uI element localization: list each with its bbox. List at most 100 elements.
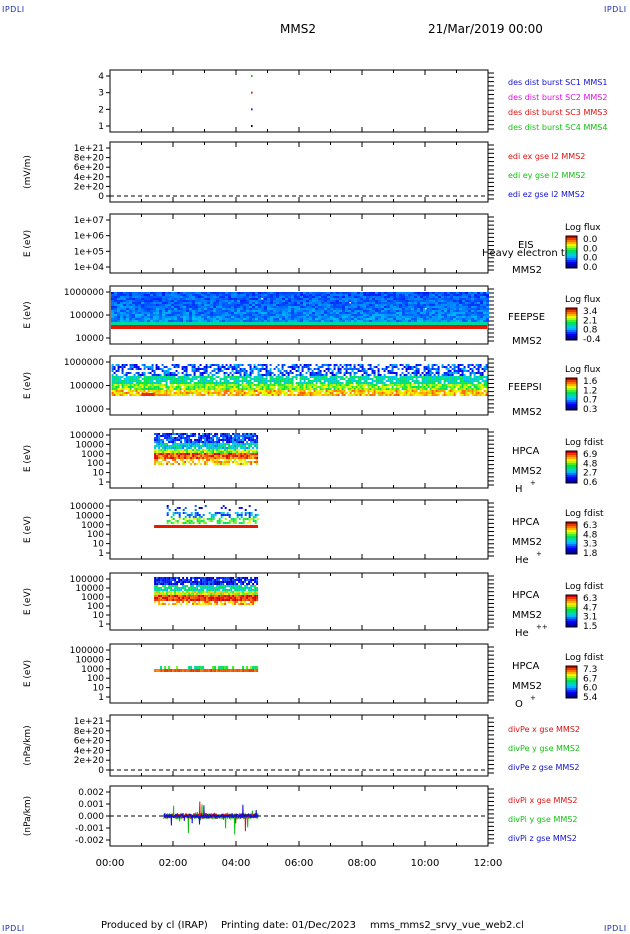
instrument-label: HPCA [512, 517, 540, 528]
colorbar-cell [566, 467, 577, 470]
colorbar-cell [566, 382, 577, 385]
colorbar-cell [566, 542, 577, 545]
colorbar-cell [566, 236, 577, 239]
colorbar-cell [566, 312, 577, 315]
colorbar-cell [566, 324, 577, 327]
colorbar-cell [566, 666, 577, 669]
spacecraft-label: MMS2 [512, 407, 542, 418]
colorbar-cell [566, 625, 577, 628]
y-tick-label: 1 [98, 122, 104, 132]
colorbar-cell [566, 481, 577, 484]
y-axis-label: E (eV) [23, 301, 33, 328]
colorbar-tick-label: 0.0 [583, 235, 598, 245]
corner-label-top-left: IPDLI [2, 5, 25, 14]
y-tick-label: 4 [98, 72, 104, 82]
legend-entry: divPi z gse MMS2 [508, 834, 577, 843]
colorbar-tick-label: 0.7 [583, 396, 597, 406]
colorbar-cell [566, 696, 577, 699]
colorbar-cell [566, 469, 577, 472]
colorbar-tick-label: 3.1 [583, 613, 597, 623]
colorbar-cell [566, 242, 577, 245]
footer-produced-by: Produced by cl (IRAP) [101, 920, 208, 931]
species-label: O [515, 699, 523, 710]
spectrogram-feepsi [111, 364, 488, 396]
colorbar-cell [566, 548, 577, 551]
colorbar-cell [566, 394, 577, 397]
spacecraft-label: MMS2 [512, 336, 542, 347]
colorbar-cell [566, 380, 577, 383]
y-axis-label: E (eV) [23, 588, 33, 615]
x-tick-label: 08:00 [348, 858, 377, 869]
colorbar-cell [566, 463, 577, 466]
y-axis-label: (nPa/km) [23, 796, 33, 836]
colorbar-tick-label: 1.8 [583, 549, 598, 559]
panel-feepsi: 1000000 100000 10000 E (eV) FEEPSI MMS2 Log fl… [23, 355, 601, 418]
legend-entry: divPi y gse MMS2 [508, 815, 577, 824]
y-tick-label: 1e+05 [74, 247, 104, 257]
colorbar-cell [566, 613, 577, 616]
colorbar-cell [566, 526, 577, 529]
legend-entry: divPe x gse MMS2 [508, 725, 580, 734]
y-tick-label: 2 [98, 105, 104, 115]
hpca-he-red-band [154, 525, 259, 528]
colorbar-title: Log flux [565, 295, 601, 305]
colorbar-cell [566, 330, 577, 333]
legend-entry: des dist burst SC3 MMS3 [508, 108, 607, 117]
colorbar-cell [566, 398, 577, 401]
y-tick-label: 10000 [75, 655, 104, 665]
y-axis-label: E (eV) [23, 660, 33, 687]
burst-point [251, 91, 253, 94]
y-tick-label: 1e+06 [74, 232, 105, 242]
colorbar-title: Log flux [565, 365, 601, 375]
y-tick-label: 4e+20 [74, 173, 105, 183]
colorbar-cell [566, 623, 577, 626]
colorbar-cell [566, 690, 577, 693]
colorbar-frame [565, 521, 578, 555]
colorbar-frame [565, 594, 578, 628]
y-tick-label: 2e+20 [74, 182, 105, 192]
species-label: He [515, 628, 529, 639]
y-axis-label: E (eV) [23, 372, 33, 399]
colorbar-tick-label: 7.3 [583, 665, 597, 675]
y-axis-label: E (eV) [23, 230, 33, 257]
corner-label-bottom-left: IPDLI [2, 924, 25, 933]
instrument-label: FEEPSE [508, 312, 545, 323]
colorbar-cell [566, 528, 577, 531]
colorbar-cell [566, 524, 577, 527]
colorbar-tick-label: 6.9 [583, 450, 598, 460]
overlay-note: Heavy electron to [482, 248, 571, 259]
y-tick-label: 10000 [75, 511, 104, 521]
colorbar-cell [566, 550, 577, 553]
colorbar-cell [566, 682, 577, 685]
y-tick-label: 6e+20 [74, 737, 105, 747]
colorbar-tick-label: 6.0 [583, 684, 598, 694]
colorbar-cell [566, 246, 577, 249]
colorbar-cell [566, 621, 577, 624]
panel-feepse: 1000000 100000 10000 E (eV) FEEPSE MMS2 Log fl… [23, 285, 601, 347]
colorbar-tick-label: 3.4 [583, 307, 598, 317]
colorbar-cell [566, 334, 577, 337]
y-tick-label: 10000 [75, 334, 104, 344]
colorbar-cell [566, 694, 577, 697]
y-tick-label: 10 [93, 611, 105, 621]
colorbar-cell [566, 388, 577, 391]
species-charge-label: + [536, 550, 542, 558]
corner-label-bottom-right: IPDLI [604, 924, 627, 933]
colorbar-cell [566, 338, 577, 341]
divpi-line [163, 804, 259, 835]
colorbar-cell [566, 615, 577, 618]
colorbar-tick-label: 5.4 [583, 693, 598, 703]
legend-entry: des dist burst SC1 MMS1 [508, 78, 607, 87]
y-tick-label: 1000 [81, 521, 104, 531]
colorbar-cell [566, 328, 577, 331]
colorbar-cell [566, 390, 577, 393]
colorbar-cell [566, 680, 577, 683]
legend-entry: edi ex gse l2 MMS2 [508, 152, 585, 161]
colorbar-cell [566, 611, 577, 614]
y-tick-label: 100 [87, 530, 104, 540]
spectrogram-hpca_he [166, 505, 259, 524]
legend-entry: divPi x gse MMS2 [508, 796, 577, 805]
colorbar-cell [566, 546, 577, 549]
